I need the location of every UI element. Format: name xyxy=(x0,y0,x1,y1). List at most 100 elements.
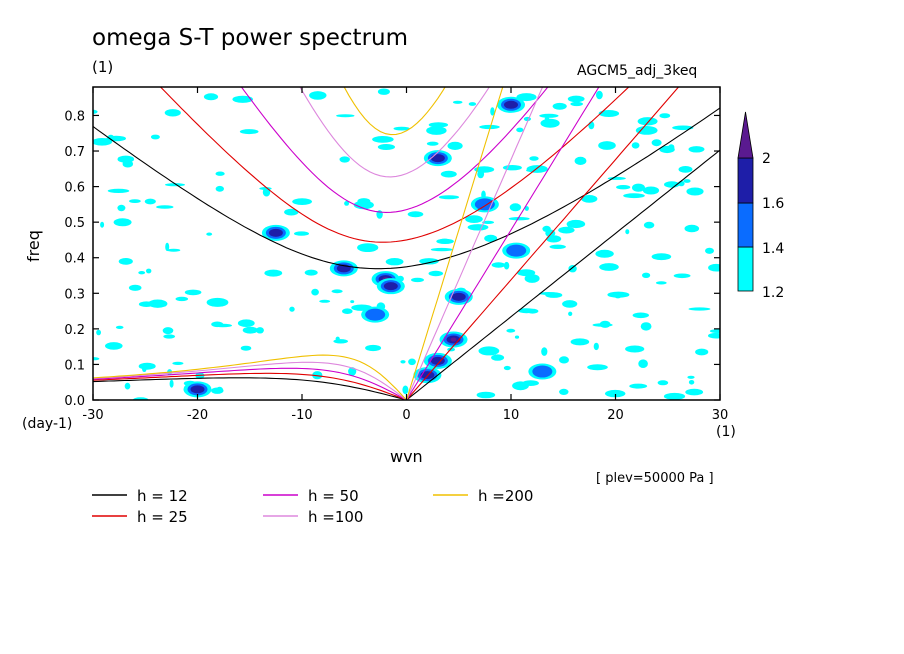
power-patch xyxy=(640,322,652,331)
x-tick-label: 0 xyxy=(402,408,410,423)
power-patch xyxy=(683,179,691,183)
power-patch xyxy=(502,165,522,171)
power-patch xyxy=(509,203,522,212)
power-patch xyxy=(211,321,224,328)
power-patch xyxy=(623,193,645,199)
power-patch xyxy=(93,138,113,146)
power-patch xyxy=(562,300,578,308)
power-patch xyxy=(206,232,213,236)
power-patch xyxy=(645,222,652,228)
x-tick-label: 30 xyxy=(712,408,729,423)
power-patch xyxy=(144,198,156,205)
x-tick-label: 10 xyxy=(503,408,520,423)
power-patch xyxy=(598,141,616,150)
kelvin-curve xyxy=(406,87,600,400)
x-tick-label: -30 xyxy=(82,408,103,423)
power-patch xyxy=(552,102,567,110)
power-patch xyxy=(107,188,130,193)
inertia-gravity-curve xyxy=(299,87,490,178)
power-patch xyxy=(506,328,516,333)
power-patch xyxy=(294,231,309,236)
power-patch xyxy=(256,327,264,334)
power-patch xyxy=(490,107,495,116)
power-patch xyxy=(566,219,586,229)
power-patch xyxy=(625,229,630,235)
power-patch xyxy=(335,336,340,341)
power-patch xyxy=(289,306,295,312)
power-patch xyxy=(592,323,613,327)
power-patch xyxy=(242,326,258,334)
y-tick-label: 0.4 xyxy=(64,252,85,267)
power-patch xyxy=(616,185,631,190)
power-patch xyxy=(216,386,224,393)
power-region-core xyxy=(532,365,553,378)
power-patch xyxy=(559,388,569,395)
power-patch xyxy=(118,258,133,265)
pressure-level-note: [ plev=50000 Pa ] xyxy=(596,471,714,486)
rossby-curve xyxy=(93,377,407,400)
power-contours xyxy=(93,88,720,400)
power-patch xyxy=(331,289,343,294)
power-patch xyxy=(113,218,132,227)
power-patch xyxy=(333,339,349,344)
power-patch xyxy=(568,265,577,273)
power-patch xyxy=(695,348,709,356)
power-patch xyxy=(146,268,152,274)
power-patch xyxy=(570,338,590,346)
power-patch xyxy=(447,141,463,150)
y-tick-label: 0.2 xyxy=(64,323,85,338)
colorbar-segment xyxy=(737,246,754,292)
power-patch xyxy=(105,342,123,350)
power-patch xyxy=(428,122,449,128)
power-patch xyxy=(402,385,409,395)
power-patch xyxy=(570,101,583,107)
power-patch xyxy=(142,365,147,372)
power-region-max xyxy=(450,337,457,342)
inertia-gravity-curve xyxy=(343,87,446,136)
kelvin-curve xyxy=(406,87,680,400)
power-patch xyxy=(377,88,390,95)
inertia-gravity-curve xyxy=(159,87,630,243)
power-patch xyxy=(319,299,331,303)
power-patch xyxy=(122,160,134,168)
power-patch xyxy=(148,299,168,308)
power-patch xyxy=(638,359,648,369)
power-patch xyxy=(559,356,569,364)
power-patch xyxy=(169,379,174,388)
y-axis-unit: (day-1) xyxy=(22,416,73,432)
power-patch xyxy=(678,180,685,187)
power-patch xyxy=(705,247,714,254)
power-region-peak xyxy=(451,292,466,301)
power-patch xyxy=(663,392,686,400)
x-axis-unit: (1) xyxy=(716,424,736,440)
power-patch xyxy=(478,346,500,356)
power-patch xyxy=(529,156,539,161)
power-patch xyxy=(637,117,658,126)
power-patch xyxy=(357,243,379,253)
kelvin-curve xyxy=(405,87,504,400)
power-patch xyxy=(372,136,394,143)
power-patch xyxy=(468,102,477,106)
power-patch xyxy=(203,93,219,101)
power-patch xyxy=(524,274,540,283)
power-region-peak xyxy=(268,228,283,237)
power-patch xyxy=(631,142,640,149)
power-patch xyxy=(96,329,101,336)
power-patch xyxy=(172,361,184,365)
power-patch xyxy=(546,235,562,243)
colorbar-triangle xyxy=(737,111,754,159)
power-patch xyxy=(574,156,587,165)
power-patch xyxy=(476,391,496,399)
power-patch xyxy=(596,90,603,100)
power-patch xyxy=(129,199,141,204)
power-patch xyxy=(688,307,711,311)
power-patch xyxy=(523,116,532,122)
power-patch xyxy=(117,204,126,212)
power-patch xyxy=(400,360,406,364)
rossby-curve xyxy=(93,354,407,400)
power-patch xyxy=(467,224,489,231)
power-patch xyxy=(350,300,355,304)
legend: h = 12 h = 25 h = 50 h =100 h =200 xyxy=(92,487,533,526)
power-patch xyxy=(206,297,229,307)
power-patch xyxy=(452,100,463,104)
